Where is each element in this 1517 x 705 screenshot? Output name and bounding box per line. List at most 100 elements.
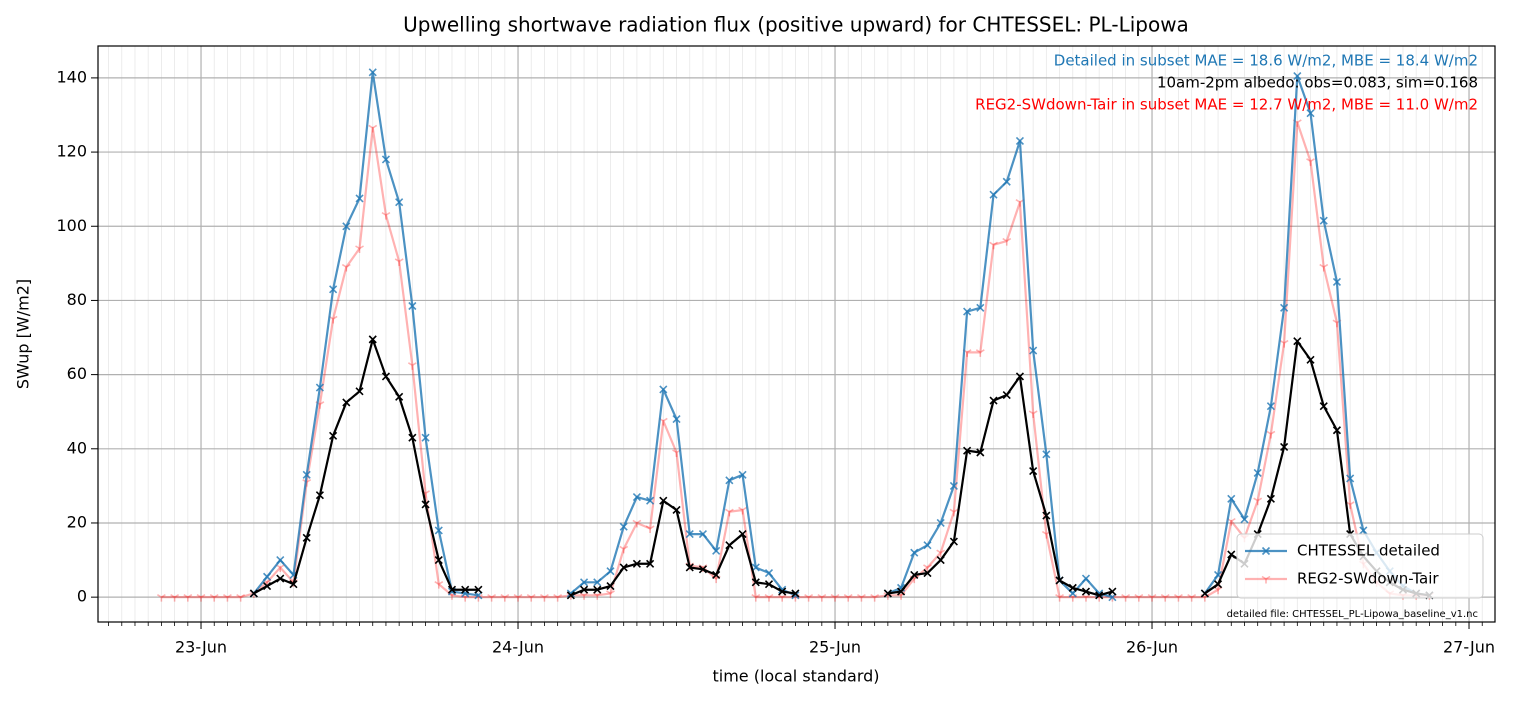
legend-label: CHTESSEL detailed [1297,542,1440,560]
marker [593,578,602,587]
marker [936,518,945,528]
marker [645,525,655,534]
marker [646,496,655,505]
y-tick-label: 140 [56,67,87,86]
marker [1261,546,1271,556]
marker [724,508,734,517]
marker [1187,593,1197,602]
marker [936,555,945,565]
marker [368,124,378,133]
marker [685,563,694,572]
marker [1028,410,1038,419]
marker [751,593,761,602]
marker [764,593,774,602]
marker [1253,468,1262,477]
y-tick-label: 60 [67,364,87,383]
marker [209,593,219,602]
marker [1240,515,1249,524]
marker [474,585,483,594]
marker [672,415,681,424]
x-tick-label: 23-Jun [175,638,227,657]
marker [712,570,721,579]
marker [1319,263,1329,272]
x-tick-label: 26-Jun [1126,638,1178,657]
marker [870,593,880,602]
marker [1280,303,1289,312]
marker [883,589,892,598]
marker [341,263,351,272]
marker [989,396,998,405]
marker [975,349,985,357]
marker [526,593,536,602]
marker [381,155,391,164]
marker [156,593,166,602]
annotation: Detailed in subset MAE = 18.6 W/m2, MBE … [1054,52,1478,70]
marker [1306,158,1315,166]
marker [407,362,417,370]
marker [1081,574,1091,583]
marker [355,194,364,203]
marker [553,593,563,602]
legend-box [1236,533,1484,599]
marker [1015,136,1025,146]
marker [619,563,628,572]
marker [302,470,311,479]
marker [1293,71,1302,81]
marker [434,526,443,535]
marker [738,530,747,539]
marker [1214,580,1223,589]
series-line [253,338,1430,597]
marker [329,431,338,440]
series-line [161,121,1430,599]
marker [1068,583,1077,592]
marker [778,587,787,596]
chart-title: Upwelling shortwave radiation flux (posi… [403,13,1189,37]
marker [632,559,641,568]
marker [421,500,430,509]
marker [315,491,324,500]
footnote: detailed file: CHTESSEL_PL-Lipowa_baseli… [1227,609,1478,620]
marker [395,392,404,401]
marker [368,68,377,77]
marker [1081,587,1091,596]
marker [976,303,985,312]
marker [276,555,285,565]
marker [1332,426,1342,435]
marker [1346,474,1355,483]
marker [989,190,998,199]
marker [1227,494,1236,503]
marker [1279,339,1289,348]
y-tick-label: 20 [67,512,87,531]
marker [619,545,629,554]
marker [963,446,972,455]
marker [500,593,510,602]
marker [1147,593,1157,602]
marker [804,593,814,602]
marker [606,581,615,591]
marker [817,593,827,602]
marker [791,589,800,598]
marker [1108,587,1117,596]
marker [976,448,985,457]
marker [236,593,246,602]
marker [936,549,946,558]
marker [963,307,972,316]
marker [1002,177,1011,186]
marker [580,578,589,587]
marker [289,580,298,589]
marker [738,506,747,515]
marker [461,585,470,594]
marker [1029,346,1038,355]
marker [698,530,708,539]
marker [1055,593,1064,602]
marker [342,222,351,231]
marker [1359,526,1368,535]
marker [315,383,324,392]
marker [1332,277,1342,286]
marker [659,496,668,505]
marker [685,530,694,539]
marker [923,541,932,550]
marker [949,508,959,517]
x-tick-label: 27-Jun [1443,638,1495,657]
marker [276,574,285,583]
